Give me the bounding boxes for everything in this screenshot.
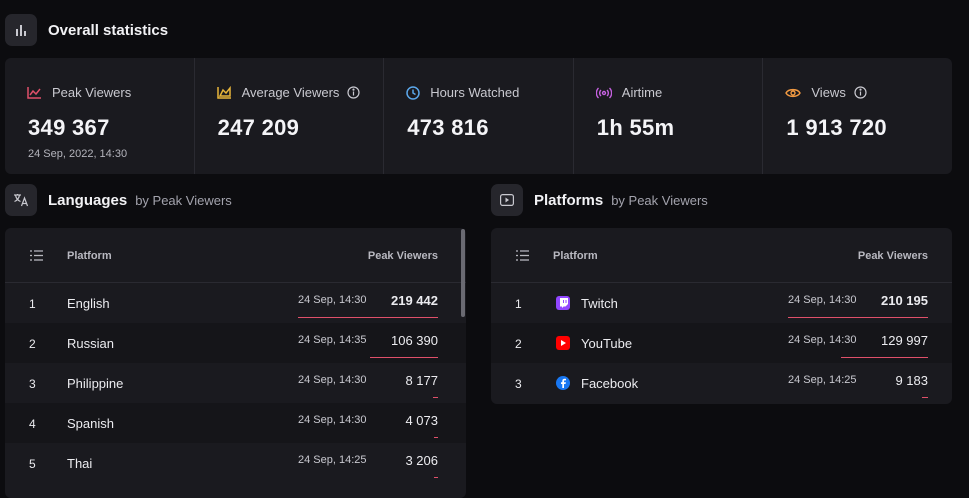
- row-time: 24 Sep, 14:30: [298, 294, 367, 306]
- row-name: Twitch: [581, 296, 618, 311]
- languages-scrollbar[interactable]: [461, 229, 465, 317]
- chart-area-icon: [216, 86, 231, 99]
- stat-value: 1 913 720: [786, 115, 887, 140]
- info-icon[interactable]: [347, 86, 361, 99]
- stat-label: Average Viewers: [241, 85, 340, 100]
- stat-hours-watched: Hours Watched 473 816: [384, 58, 574, 174]
- stat-value: 349 367: [28, 115, 110, 140]
- row-rank: 1: [515, 297, 522, 311]
- stat-airtime: Airtime 1h 55m: [574, 58, 764, 174]
- stats-bar: Peak Viewers 349 367 24 Sep, 2022, 14:30…: [5, 58, 952, 174]
- row-peak-bar: [788, 317, 928, 318]
- row-peak-bar: [370, 357, 438, 358]
- row-peak-value: 106 390: [391, 333, 438, 348]
- row-name: Thai: [67, 456, 93, 471]
- stat-date: 24 Sep, 2022, 14:30: [28, 148, 128, 160]
- row-time: 24 Sep, 14:25: [788, 374, 857, 386]
- list-icon: [30, 250, 43, 261]
- stat-peak-viewers: Peak Viewers 349 367 24 Sep, 2022, 14:30: [5, 58, 195, 174]
- row-peak-value: 219 442: [391, 293, 438, 308]
- eye-icon: [785, 88, 802, 97]
- row-name: YouTube: [581, 336, 633, 351]
- column-header-peak-viewers[interactable]: Peak Viewers: [857, 250, 928, 262]
- language-row[interactable]: 3 Philippine 24 Sep, 14:30 8 177: [5, 363, 466, 403]
- row-time: 24 Sep, 14:30: [298, 374, 367, 386]
- row-time: 24 Sep, 14:35: [298, 334, 367, 346]
- stat-views: Views 1 913 720: [763, 58, 952, 174]
- languages-table-header: Platform Peak Viewers: [5, 228, 466, 283]
- broadcast-icon: [595, 87, 612, 98]
- row-time: 24 Sep, 14:30: [788, 294, 857, 306]
- languages-table: Platform Peak Viewers 1 English 24 Sep, 14…: [5, 228, 466, 498]
- column-header-platform[interactable]: Platform: [553, 250, 598, 262]
- languages-title-text: Languages: [48, 192, 128, 209]
- stat-value: 247 209: [217, 115, 300, 140]
- row-name: Spanish: [67, 416, 114, 431]
- platforms-table: Platform Peak Viewers 1 Twitch 24 Sep, 14:…: [491, 228, 952, 404]
- column-header-platform[interactable]: Platform: [67, 250, 112, 262]
- row-peak-bar: [841, 357, 928, 358]
- row-peak-bar: [434, 437, 438, 438]
- language-row[interactable]: 2 Russian 24 Sep, 14:35 106 390: [5, 323, 466, 363]
- row-peak-value: 4 073: [405, 413, 438, 428]
- language-row[interactable]: 4 Spanish 24 Sep, 14:30 4 073: [5, 403, 466, 443]
- clock-icon: [406, 85, 420, 100]
- stat-label: Airtime: [621, 85, 663, 100]
- row-rank: 3: [515, 377, 522, 391]
- language-row[interactable]: 5 Thai 24 Sep, 14:25 3 206: [5, 443, 466, 483]
- overall-stats-title: Overall statistics: [48, 22, 169, 39]
- row-peak-value: 210 195: [881, 293, 928, 308]
- platform-row[interactable]: 2 YouTube 24 Sep, 14:30 129 997: [491, 323, 952, 363]
- stat-average-viewers: Average Viewers 247 209: [195, 58, 385, 174]
- row-name: Russian: [67, 336, 114, 351]
- twitch-icon: [556, 296, 570, 310]
- chart-line-icon: [27, 87, 41, 99]
- row-rank: 5: [29, 457, 36, 471]
- column-header-peak-viewers[interactable]: Peak Viewers: [367, 250, 438, 262]
- platforms-title-text: Platforms: [534, 192, 604, 209]
- translate-icon: [14, 194, 29, 207]
- stat-label: Views: [811, 85, 846, 100]
- row-peak-value: 3 206: [405, 453, 438, 468]
- platforms-title: Platforms by Peak Viewers: [534, 192, 708, 209]
- row-name: Philippine: [67, 376, 124, 391]
- languages-icon-box: [5, 184, 37, 216]
- row-peak-value: 9 183: [895, 373, 928, 388]
- languages-title: Languages by Peak Viewers: [48, 192, 232, 209]
- platforms-subtitle: by Peak Viewers: [611, 193, 708, 208]
- row-time: 24 Sep, 14:30: [788, 334, 857, 346]
- row-peak-bar: [298, 317, 438, 318]
- platform-row[interactable]: 3 Facebook 24 Sep, 14:25 9 183: [491, 363, 952, 403]
- info-icon[interactable]: [854, 86, 867, 99]
- stat-value: 1h 55m: [596, 115, 675, 140]
- row-peak-bar: [433, 397, 438, 398]
- row-name: English: [67, 296, 110, 311]
- row-rank: 2: [515, 337, 522, 351]
- language-row[interactable]: 1 English 24 Sep, 14:30 219 442: [5, 283, 466, 323]
- youtube-icon: [556, 336, 570, 350]
- overall-stats-icon-box: [5, 14, 37, 46]
- row-rank: 4: [29, 417, 36, 431]
- stat-label: Hours Watched: [430, 85, 520, 100]
- row-time: 24 Sep, 14:25: [298, 454, 367, 466]
- stat-value: 473 816: [407, 115, 489, 140]
- platforms-icon-box: [491, 184, 523, 216]
- row-peak-value: 8 177: [405, 373, 438, 388]
- stat-label: Peak Viewers: [52, 85, 132, 100]
- row-peak-bar: [434, 477, 438, 478]
- row-peak-value: 129 997: [881, 333, 928, 348]
- row-rank: 1: [29, 297, 36, 311]
- row-peak-bar: [922, 397, 928, 398]
- platform-row[interactable]: 1 Twitch 24 Sep, 14:30 210 195: [491, 283, 952, 323]
- bar-chart-icon: [16, 25, 26, 36]
- row-rank: 3: [29, 377, 36, 391]
- row-rank: 2: [29, 337, 36, 351]
- languages-subtitle: by Peak Viewers: [135, 193, 232, 208]
- play-icon: [500, 194, 514, 206]
- list-icon: [516, 250, 529, 261]
- facebook-icon: [556, 376, 570, 390]
- platforms-table-header: Platform Peak Viewers: [491, 228, 952, 283]
- row-name: Facebook: [581, 376, 639, 391]
- row-time: 24 Sep, 14:30: [298, 414, 367, 426]
